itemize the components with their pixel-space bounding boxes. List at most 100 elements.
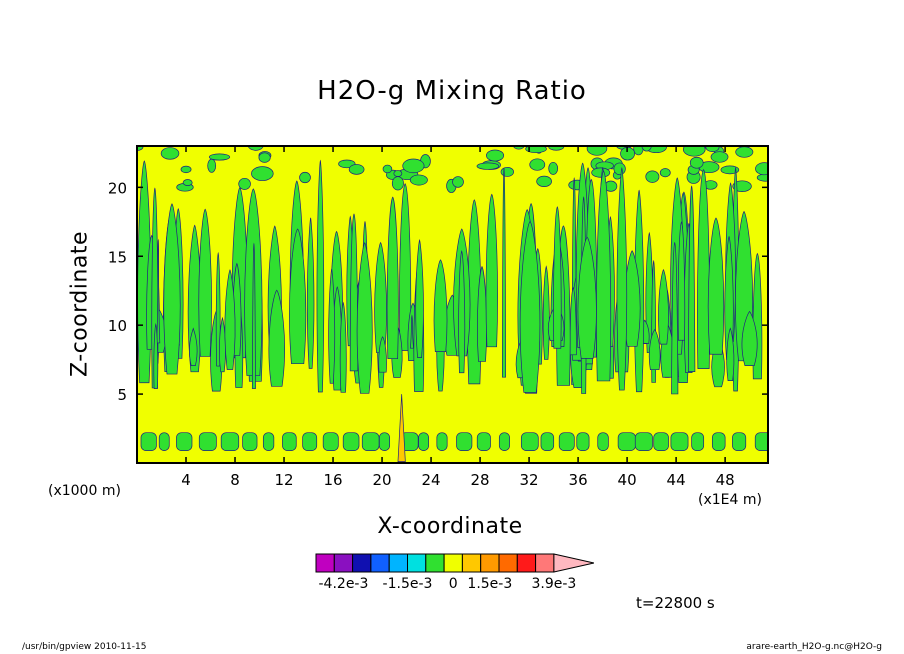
contour-cell-upper <box>633 146 644 156</box>
contour-cell-lower <box>597 432 609 451</box>
contour-cell-upper <box>735 146 754 158</box>
contour-plume <box>306 217 315 369</box>
x-tick-label: 40 <box>618 471 637 489</box>
contour-cell-lower <box>198 432 217 451</box>
x-tick-label: 24 <box>422 471 441 489</box>
contour-plume <box>433 259 448 352</box>
contour-plume <box>485 193 498 348</box>
colorbar: -4.2e-3 -1.5e-3 0 1.5e-3 3.9e-3 <box>315 553 595 592</box>
contour-cell-lower <box>262 432 275 451</box>
contour-plume <box>724 235 734 361</box>
colorbar-label: 0 <box>449 576 458 592</box>
contour-plume <box>374 241 387 354</box>
contour-cell-upper <box>613 162 626 176</box>
contour-cell-lower <box>732 432 747 451</box>
colorbar-swatch <box>516 553 537 573</box>
contour-cell-lower <box>456 432 473 451</box>
contour-plume <box>671 241 679 395</box>
contour-cell-lower <box>476 432 491 451</box>
x-tick-label: 32 <box>520 471 539 489</box>
contour-cell-upper <box>641 146 652 152</box>
contour-cell-upper <box>391 176 404 191</box>
contour-cell-lower <box>220 432 240 451</box>
x-axis: 4 8 12 16 20 24 28 32 36 40 44 48 <box>181 146 735 489</box>
contour-plume <box>386 196 399 360</box>
x-tick-label: 12 <box>274 471 293 489</box>
contour-plume <box>596 170 612 382</box>
contour-cell-upper <box>705 146 720 152</box>
contour-cell-upper <box>756 173 768 182</box>
contour-cell-lower <box>653 432 669 451</box>
contour-cell-lower <box>436 432 448 451</box>
contour-plume <box>409 314 414 349</box>
contour-plume <box>415 239 424 359</box>
contour-cell-lower <box>302 432 318 451</box>
contour-cell-lower <box>576 432 590 451</box>
contour-plume <box>224 269 236 370</box>
contour-cell-lower <box>176 432 193 451</box>
contour-cell-lower <box>540 432 555 451</box>
contour-plume <box>458 250 466 374</box>
z-unit-label: (x1000 m) <box>48 483 121 499</box>
contour-plume <box>198 208 212 357</box>
time-label: t=22800 s <box>636 594 715 612</box>
colorbar-label: 1.5e-3 <box>467 576 512 592</box>
contour-cell-lower <box>361 432 380 451</box>
contour-cell-lower <box>242 432 258 451</box>
contour-plume <box>215 253 221 367</box>
y-tick-label: 10 <box>108 317 127 335</box>
contour-cell-lower <box>378 432 391 451</box>
contour-cell-upper <box>382 164 393 174</box>
colorbar-swatch <box>352 553 372 573</box>
contour-plume <box>356 242 373 394</box>
contour-cell-upper <box>500 166 514 177</box>
contour-plume <box>726 327 735 381</box>
contour-cell-upper <box>659 168 671 178</box>
contour-plume <box>707 217 725 355</box>
contour-cell-upper <box>486 149 505 162</box>
contour-cell-upper <box>536 175 552 187</box>
contour-plume <box>289 228 307 365</box>
contour-cell-upper <box>299 171 311 184</box>
contour-cell-upper <box>251 166 274 181</box>
colorbar-swatch <box>461 553 482 573</box>
x-tick-label: 8 <box>230 471 240 489</box>
contour-plume <box>268 289 285 387</box>
contour-cell-upper <box>591 167 611 178</box>
contour-cell-upper <box>402 158 425 174</box>
y-tick-label: 15 <box>108 248 127 266</box>
contour-cell-upper <box>160 147 180 160</box>
contour-cell-upper <box>258 152 271 163</box>
contour-plume <box>153 322 159 389</box>
contour-plume <box>316 159 325 393</box>
x-tick-label: 44 <box>667 471 686 489</box>
contour-cell-upper <box>208 153 231 161</box>
contour-cell-lower <box>498 432 510 451</box>
contour-cell-upper <box>525 146 547 154</box>
contour-cell-upper <box>476 162 500 170</box>
contour-cell-upper <box>710 151 729 163</box>
contour-cell-upper <box>720 165 740 175</box>
contour-peak <box>397 394 406 462</box>
contour-cell-lower <box>691 432 705 451</box>
contour-cell-upper <box>393 170 403 177</box>
contour-plume <box>399 183 412 351</box>
contour-cell-upper <box>586 146 608 156</box>
contour-plume <box>577 236 597 359</box>
colorbar-swatch <box>315 553 335 573</box>
x-unit-label: (x1E4 m) <box>698 492 762 508</box>
contour-cell-lower <box>617 432 636 451</box>
colorbar-swatch <box>370 553 390 573</box>
colorbar-swatch <box>480 553 500 573</box>
contour-plume <box>251 242 256 389</box>
contour-fill-layer <box>137 146 768 462</box>
colorbar-swatch <box>425 553 445 573</box>
contour-cell-lower <box>558 432 575 451</box>
y-tick-label: 20 <box>108 179 127 197</box>
contour-plume <box>328 268 336 384</box>
contour-cell-lower <box>322 432 339 451</box>
contour-cell-lower <box>520 432 539 451</box>
contour-plume <box>501 167 506 378</box>
contour-cell-upper <box>645 170 660 183</box>
contour-cell-upper <box>689 156 704 169</box>
